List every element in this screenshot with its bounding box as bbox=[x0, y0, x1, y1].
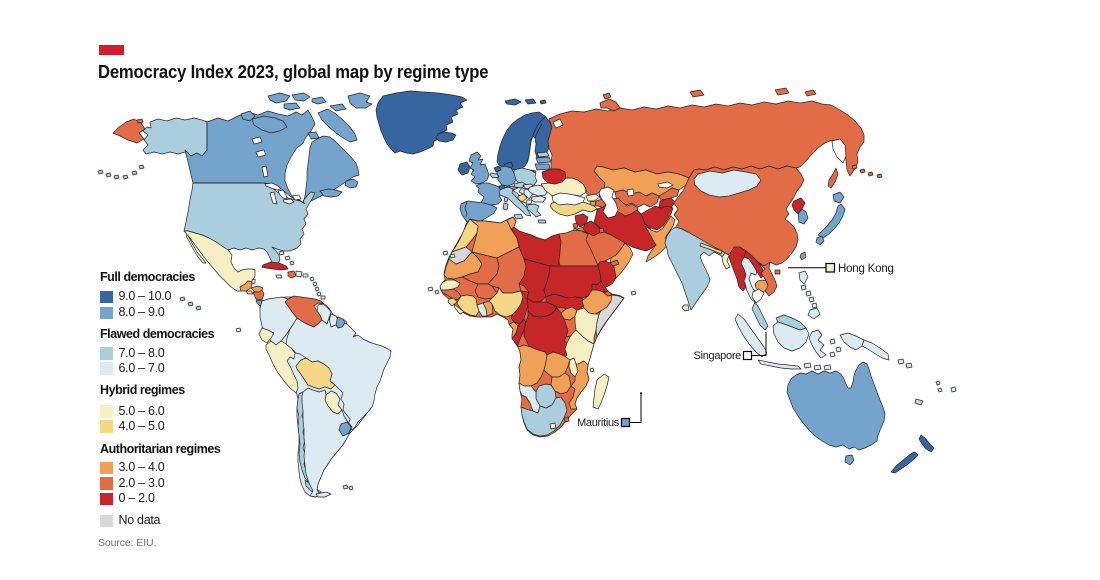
svg-text:Mauritius: Mauritius bbox=[577, 417, 620, 429]
svg-text:Singapore: Singapore bbox=[694, 350, 742, 362]
svg-text:Hong Kong: Hong Kong bbox=[838, 263, 894, 275]
